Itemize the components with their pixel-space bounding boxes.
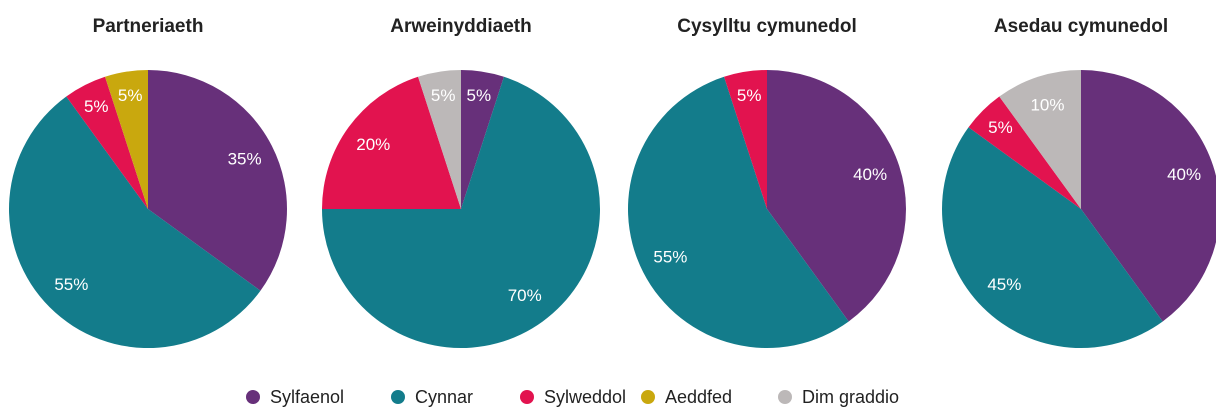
value-label: 10% [1030, 95, 1064, 114]
pie-slice [999, 70, 1081, 209]
value-label: 55% [54, 275, 88, 294]
legend-marker [246, 390, 260, 404]
legend-marker [391, 390, 405, 404]
value-label: 5% [118, 86, 143, 105]
legend-label: Cynnar [415, 387, 473, 407]
legend-marker [520, 390, 534, 404]
value-label: 5% [84, 97, 109, 116]
legend-label: Sylfaenol [270, 387, 344, 407]
legend-label: Sylweddol [544, 387, 626, 407]
legend-marker [778, 390, 792, 404]
value-label: 5% [737, 86, 762, 105]
chart-title: Cysylltu cymunedol [677, 16, 857, 37]
legend-marker [641, 390, 655, 404]
pie-slice [9, 96, 261, 349]
pie-slice [322, 76, 461, 209]
value-label: 70% [508, 286, 542, 305]
legend-label: Aeddfed [665, 387, 732, 407]
value-label: 35% [228, 149, 262, 168]
chart-title: Asedau cymunedol [994, 16, 1168, 37]
value-label: 55% [653, 248, 687, 267]
value-label: 45% [987, 275, 1021, 294]
pie-slice [105, 70, 148, 209]
chart-title: Arweinyddiaeth [390, 16, 531, 37]
chart-title: Partneriaeth [93, 16, 204, 37]
pie-slice [1081, 70, 1216, 322]
value-label: 5% [431, 86, 456, 105]
value-label: 5% [988, 118, 1013, 137]
pie-slice [767, 70, 906, 322]
pie-slice [322, 76, 601, 349]
pie-slice [461, 70, 504, 209]
value-label: 40% [853, 165, 887, 184]
value-label: 20% [356, 135, 390, 154]
value-label: 40% [1167, 165, 1201, 184]
pie-slice [418, 70, 461, 209]
pie-slice [724, 70, 767, 209]
value-label: 5% [467, 86, 492, 105]
legend-label: Dim graddio [802, 387, 899, 407]
pie-slice [628, 76, 849, 348]
pie-slice [148, 70, 288, 291]
pie-slice [941, 127, 1163, 349]
pie-slice [66, 76, 148, 209]
pie-slice [968, 96, 1081, 209]
